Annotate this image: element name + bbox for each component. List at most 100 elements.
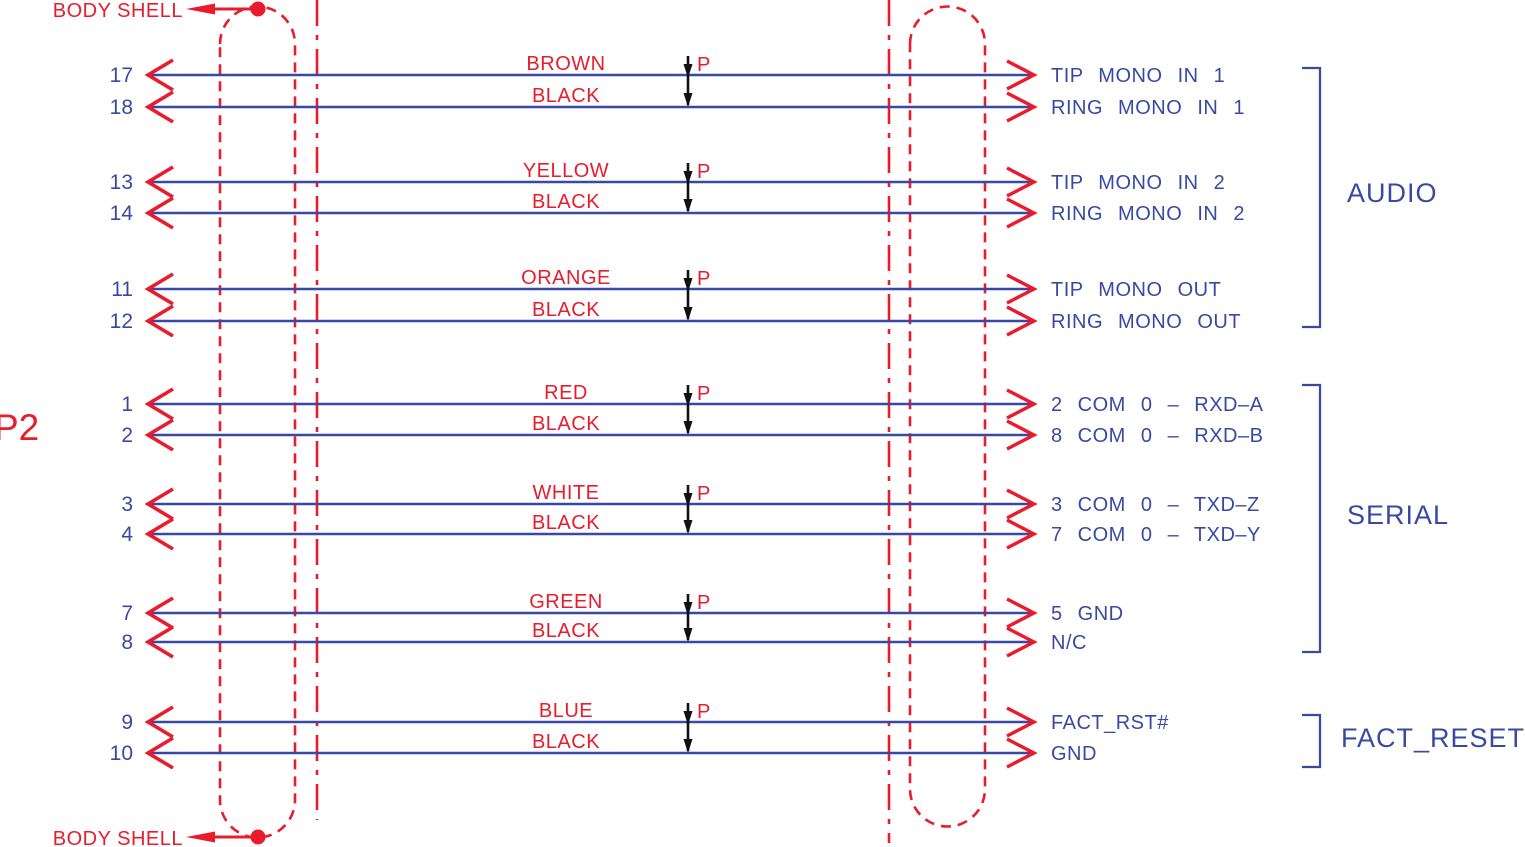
wire-arrow-left-icon <box>144 58 174 92</box>
pair-marker-arrow-icon <box>683 739 693 753</box>
wire-arrow-right-icon <box>1006 737 1038 769</box>
wire-color-label: BLACK <box>532 299 600 321</box>
wire-arrow-left-icon <box>144 418 174 452</box>
signal-label: 2 COM 0 – RXD–A <box>1051 394 1264 416</box>
signal-label: 7 COM 0 – TXD–Y <box>1051 524 1261 546</box>
group-label: AUDIO <box>1347 178 1438 208</box>
wire-arrow-right-icon <box>1006 518 1038 550</box>
group-bracket <box>1302 383 1322 654</box>
pair-marker-arrow-icon <box>683 393 693 407</box>
body-shell-leader-arrow-icon-top <box>186 3 215 15</box>
wire-color-label: WHITE <box>533 482 600 504</box>
wire-arrow-left-icon <box>144 596 174 630</box>
pair-marker-arrow-icon <box>683 278 693 292</box>
pair-marker-label: P <box>697 592 711 614</box>
wire-arrow-left-icon <box>144 165 174 199</box>
wire-arrow-right-icon <box>1006 419 1038 451</box>
signal-label: RING MONO IN 1 <box>1051 97 1245 119</box>
wire-color-label: BLUE <box>539 700 593 722</box>
wire-color-label: RED <box>544 382 588 404</box>
pin-number: 14 <box>110 202 134 225</box>
signal-label: RING MONO OUT <box>1051 311 1241 333</box>
group-label: SERIAL <box>1347 500 1449 530</box>
wire-color-label: BLACK <box>532 731 600 753</box>
body-shell-label-top: BODY SHELL <box>53 0 183 22</box>
wire-arrow-left-icon <box>144 705 174 739</box>
pair-marker-label: P <box>697 701 711 723</box>
wire-color-label: BLACK <box>532 620 600 642</box>
generated-diagram-layer: 17 BROWN TIP MONO IN 1 1 8 BLACK RING MONO IN … <box>110 0 1525 845</box>
pair-marker-arrow-icon <box>683 171 693 185</box>
group-bracket <box>1302 66 1322 329</box>
group-label: FACT_RESET <box>1341 723 1525 753</box>
signal-label: GND <box>1051 743 1097 765</box>
wire-arrow-right-icon <box>1006 59 1038 91</box>
wire-arrow-right-icon <box>1006 273 1038 305</box>
wire-color-label: BLACK <box>532 512 600 534</box>
pair-marker-label: P <box>697 383 711 405</box>
shield-connection-dot-top <box>250 1 266 17</box>
pin-number: 4 <box>121 523 133 546</box>
pair-marker-label: P <box>697 161 711 183</box>
wire-color-label: ORANGE <box>521 267 611 289</box>
pair-marker-arrow-icon <box>683 711 693 725</box>
pin-number: 12 <box>110 310 133 333</box>
wire-arrow-right-icon <box>1006 388 1038 420</box>
wire-color-label: BROWN <box>526 53 605 75</box>
pair-marker-arrow-icon <box>683 421 693 435</box>
pin-number: 8 <box>121 631 133 654</box>
wire-arrow-right-icon <box>1006 626 1038 658</box>
group-bracket <box>1302 713 1322 769</box>
cable-shield-outline-right <box>908 5 987 828</box>
pair-marker-label: P <box>697 54 711 76</box>
pair-marker-arrow-icon <box>683 93 693 107</box>
wire-arrow-right-icon <box>1006 305 1038 337</box>
wire-arrow-left-icon <box>144 387 174 421</box>
pair-marker-arrow-icon <box>683 602 693 616</box>
pin-number: 10 <box>110 742 133 765</box>
pair-marker-arrow-icon <box>683 199 693 213</box>
pair-marker-arrow-icon <box>683 628 693 642</box>
pin-number: 3 <box>121 493 133 516</box>
wire-arrow-left-icon <box>144 736 174 770</box>
wire-arrow-left-icon <box>144 90 174 124</box>
wire-color-label: GREEN <box>529 591 603 613</box>
body-shell-leader-arrow-icon-bottom <box>186 831 215 843</box>
pin-number: 7 <box>121 602 133 625</box>
pin-number: 9 <box>121 711 133 734</box>
signal-label: RING MONO IN 2 <box>1051 203 1245 225</box>
wire-arrow-right-icon <box>1006 706 1038 738</box>
wire-arrow-left-icon <box>144 487 174 521</box>
pair-marker-label: P <box>697 268 711 290</box>
wire-color-label: BLACK <box>532 413 600 435</box>
pin-number: 13 <box>110 171 133 194</box>
pair-marker-arrow-icon <box>683 493 693 507</box>
wire-arrow-right-icon <box>1006 488 1038 520</box>
wire-color-label: BLACK <box>532 85 600 107</box>
wire-arrow-right-icon <box>1006 91 1038 123</box>
signal-label: TIP MONO IN 1 <box>1051 65 1225 87</box>
pin-number: 11 <box>111 278 133 301</box>
wire-arrow-left-icon <box>144 625 174 659</box>
signal-label: 8 COM 0 – RXD–B <box>1051 425 1263 447</box>
pair-marker-label: P <box>697 483 711 505</box>
wire-arrow-right-icon <box>1006 197 1038 229</box>
pair-marker-arrow-icon <box>683 307 693 321</box>
signal-label: 5 GND <box>1051 603 1124 625</box>
signal-label: 3 COM 0 – TXD–Z <box>1051 494 1260 516</box>
wire-arrow-left-icon <box>144 517 174 551</box>
cable-shield-outline-left <box>218 5 297 839</box>
wire-arrow-right-icon <box>1006 597 1038 629</box>
pin-number: 2 <box>121 424 133 447</box>
shield-connection-dot-bottom <box>250 829 266 845</box>
pair-marker-arrow-icon <box>683 520 693 534</box>
wire-color-label: BLACK <box>532 191 600 213</box>
signal-label: N/C <box>1051 632 1087 654</box>
signal-label: TIP MONO OUT <box>1051 279 1221 301</box>
signal-label: TIP MONO IN 2 <box>1051 172 1225 194</box>
wire-arrow-left-icon <box>144 272 174 306</box>
pin-number: 17 <box>110 64 133 87</box>
pin-number: 1 <box>121 393 133 416</box>
wire-arrow-left-icon <box>144 196 174 230</box>
body-shell-label-bottom: BODY SHELL <box>53 828 183 847</box>
